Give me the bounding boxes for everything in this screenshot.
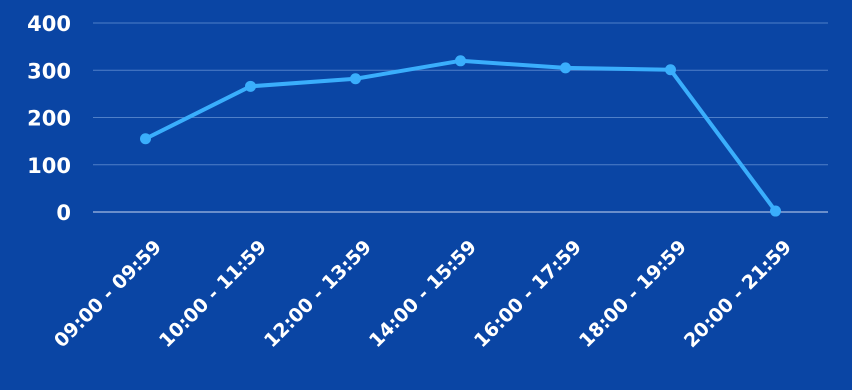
data-point bbox=[560, 62, 571, 74]
data-point bbox=[140, 133, 151, 145]
y-tick-label: 400 bbox=[27, 12, 71, 36]
x-tick-label: 16:00 - 17:59 bbox=[470, 236, 586, 352]
series-line bbox=[143, 58, 778, 214]
x-tick-label: 09:00 - 09:59 bbox=[50, 236, 166, 352]
data-point bbox=[350, 73, 361, 85]
x-tick-label: 10:00 - 11:59 bbox=[155, 236, 271, 352]
x-tick-label: 18:00 - 19:59 bbox=[575, 236, 691, 352]
y-tick-label: 200 bbox=[27, 107, 71, 131]
grid-lines bbox=[93, 22, 828, 213]
y-tick-label: 100 bbox=[27, 154, 71, 178]
data-point bbox=[455, 55, 466, 67]
x-tick-label: 14:00 - 15:59 bbox=[365, 236, 481, 352]
y-tick-label: 0 bbox=[56, 201, 71, 225]
data-point bbox=[245, 80, 256, 92]
data-point bbox=[770, 205, 781, 217]
y-tick-label: 300 bbox=[27, 59, 71, 83]
y-axis: 0 100 200 300 400 bbox=[27, 12, 71, 225]
x-tick-label: 20:00 - 21:59 bbox=[680, 236, 796, 352]
series-layer bbox=[140, 55, 781, 217]
data-point bbox=[665, 64, 676, 76]
x-tick-label: 12:00 - 13:59 bbox=[260, 236, 376, 352]
